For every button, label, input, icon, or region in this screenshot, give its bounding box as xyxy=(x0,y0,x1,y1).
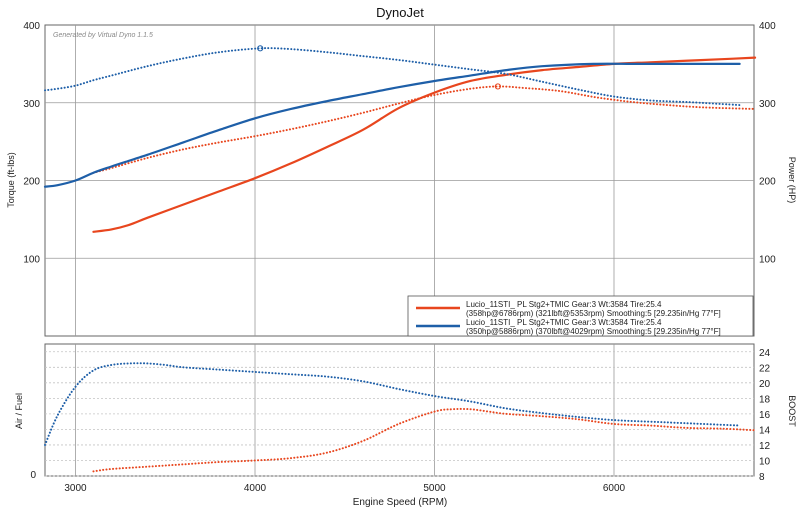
torque-axis-label: Torque (ft-lbs) xyxy=(6,152,16,208)
red-torque-line xyxy=(92,85,757,174)
power-tick-label: 400 xyxy=(759,21,776,32)
blue-power-line xyxy=(43,62,741,188)
x-tick-label: 6000 xyxy=(603,483,626,494)
legend-entry-line1: Lucio_11STI_ PL Stg2+TMIC Gear:3 Wt:3584… xyxy=(466,318,662,327)
torque-tick-label: 300 xyxy=(23,99,40,110)
boost-tick-label: 24 xyxy=(759,348,771,359)
boost-tick-label: 20 xyxy=(759,379,771,390)
legend-entry-line2: (358hp@6786rpm) (321lbft@5353rpm) Smooth… xyxy=(466,309,721,318)
blue-torque-peak-marker xyxy=(257,45,264,52)
legend-entry-line1: Lucio_11STI_ PL Stg2+TMIC Gear:3 Wt:3584… xyxy=(466,300,662,309)
boost-tick-label: 12 xyxy=(759,441,771,452)
generator-watermark: Generated by Virtual Dyno 1.1.5 xyxy=(53,32,153,39)
boost-tick-label: 22 xyxy=(759,363,771,374)
x-tick-label: 5000 xyxy=(423,483,446,494)
torque-tick-label: 100 xyxy=(23,254,40,265)
torque-tick-label: 400 xyxy=(23,21,40,32)
boost-tick-label: 14 xyxy=(759,425,771,436)
boost-tick-label: 18 xyxy=(759,394,771,405)
red-boost-line xyxy=(92,407,755,473)
afr-boost-plot-area xyxy=(44,343,755,477)
boost-tick-label: 16 xyxy=(759,410,771,421)
x-tick-label: 4000 xyxy=(244,483,267,494)
x-tick-label: 3000 xyxy=(64,483,87,494)
legend-entry-line2: (350hp@5886rpm) (370lbft@4029rpm) Smooth… xyxy=(466,327,721,336)
power-tick-label: 300 xyxy=(759,99,776,110)
blue-boost-line xyxy=(44,362,741,446)
air-fuel-axis-label: Air / Fuel xyxy=(14,393,24,429)
power-tick-label: 100 xyxy=(759,254,776,265)
air-fuel-tick-label: 0 xyxy=(30,470,36,481)
blue-torque-line xyxy=(44,47,741,107)
power-tick-label: 200 xyxy=(759,177,776,188)
x-axis-label: Engine Speed (RPM) xyxy=(353,497,448,508)
legend-box xyxy=(407,295,754,337)
red-torque-peak-marker xyxy=(494,83,501,90)
boost-axis-label: BOOST xyxy=(787,395,797,427)
boost-tick-label: 10 xyxy=(759,456,771,467)
red-power-line xyxy=(92,56,757,233)
boost-tick-label: 8 xyxy=(759,472,765,483)
power-axis-label: Power (HP) xyxy=(787,157,797,204)
chart-title: DynoJet xyxy=(376,5,424,20)
torque-tick-label: 200 xyxy=(23,177,40,188)
